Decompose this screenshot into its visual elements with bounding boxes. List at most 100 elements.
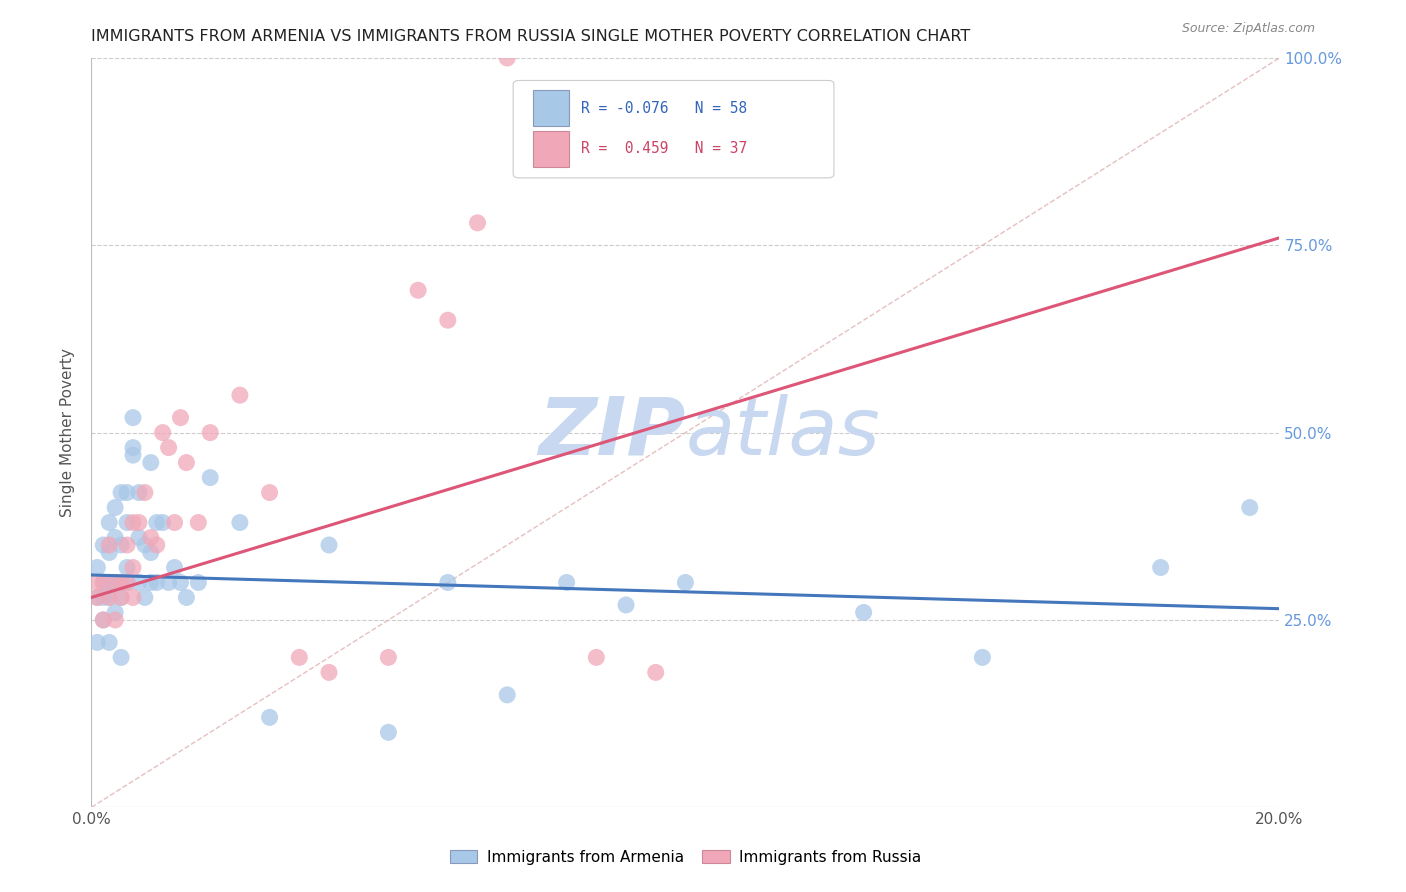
Point [98, 591, 121, 605]
Point [122, 591, 145, 605]
Point [318, 538, 340, 552]
Point [122, 560, 145, 574]
Point [91, 613, 114, 627]
Point [169, 410, 191, 425]
Point [1149, 560, 1171, 574]
Point [115, 575, 138, 590]
Point [318, 665, 340, 680]
Point [176, 456, 198, 470]
Point [614, 598, 637, 612]
Legend: Immigrants from Armenia, Immigrants from Russia: Immigrants from Armenia, Immigrants from… [444, 844, 927, 871]
Point [134, 591, 156, 605]
Point [496, 51, 519, 65]
Point [110, 575, 132, 590]
Point [436, 313, 458, 327]
Point [377, 725, 399, 739]
Point [259, 710, 281, 724]
Point [673, 575, 696, 590]
Point [200, 425, 222, 440]
Point [91, 591, 114, 605]
Point [98, 575, 121, 590]
Point [259, 485, 281, 500]
Point [467, 216, 489, 230]
Point [98, 516, 121, 530]
Point [115, 516, 138, 530]
Point [86, 635, 108, 649]
Point [110, 650, 132, 665]
Point [86, 591, 108, 605]
Point [139, 531, 162, 545]
Text: IMMIGRANTS FROM ARMENIA VS IMMIGRANTS FROM RUSSIA SINGLE MOTHER POVERTY CORRELAT: IMMIGRANTS FROM ARMENIA VS IMMIGRANTS FR… [91, 29, 970, 44]
Point [115, 538, 138, 552]
Bar [533, 130, 569, 167]
Point [115, 575, 138, 590]
Point [139, 456, 162, 470]
Point [104, 531, 127, 545]
Point [122, 441, 145, 455]
Point [436, 575, 458, 590]
Point [98, 635, 121, 649]
Point [229, 388, 252, 402]
Point [145, 516, 167, 530]
Point [110, 538, 132, 552]
Point [91, 538, 114, 552]
Point [91, 575, 114, 590]
Point [152, 516, 174, 530]
Point [128, 516, 150, 530]
Point [91, 613, 114, 627]
Text: atlas: atlas [685, 393, 880, 472]
Text: Source: ZipAtlas.com: Source: ZipAtlas.com [1181, 22, 1315, 36]
Point [406, 283, 429, 297]
Point [104, 575, 127, 590]
Point [110, 485, 132, 500]
Point [104, 575, 127, 590]
Point [104, 500, 127, 515]
Point [134, 538, 156, 552]
Point [104, 606, 127, 620]
Point [644, 665, 666, 680]
Point [852, 606, 875, 620]
Point [134, 485, 156, 500]
Point [145, 538, 167, 552]
Point [169, 575, 191, 590]
Point [585, 650, 607, 665]
Point [115, 485, 138, 500]
Y-axis label: Single Mother Poverty: Single Mother Poverty [60, 348, 76, 517]
FancyBboxPatch shape [513, 80, 834, 178]
Point [104, 613, 127, 627]
Point [200, 470, 222, 484]
Point [972, 650, 994, 665]
Text: ZIP: ZIP [538, 393, 685, 472]
Point [157, 441, 180, 455]
Point [145, 575, 167, 590]
Point [98, 545, 121, 559]
Point [86, 560, 108, 574]
Point [98, 538, 121, 552]
Point [122, 410, 145, 425]
Point [163, 516, 186, 530]
Point [128, 531, 150, 545]
Point [139, 545, 162, 559]
Point [110, 591, 132, 605]
Point [163, 560, 186, 574]
Point [110, 591, 132, 605]
Point [115, 560, 138, 574]
Point [110, 575, 132, 590]
Point [91, 575, 114, 590]
Point [128, 485, 150, 500]
Text: R = -0.076   N = 58: R = -0.076 N = 58 [581, 101, 747, 116]
Point [377, 650, 399, 665]
Point [288, 650, 311, 665]
Point [157, 575, 180, 590]
Point [187, 575, 209, 590]
Point [98, 591, 121, 605]
Text: R =  0.459   N = 37: R = 0.459 N = 37 [581, 141, 747, 156]
Point [229, 516, 252, 530]
Point [128, 575, 150, 590]
Point [86, 575, 108, 590]
Point [1239, 500, 1261, 515]
Point [122, 448, 145, 462]
Point [86, 591, 108, 605]
Point [139, 575, 162, 590]
Bar [533, 90, 569, 126]
